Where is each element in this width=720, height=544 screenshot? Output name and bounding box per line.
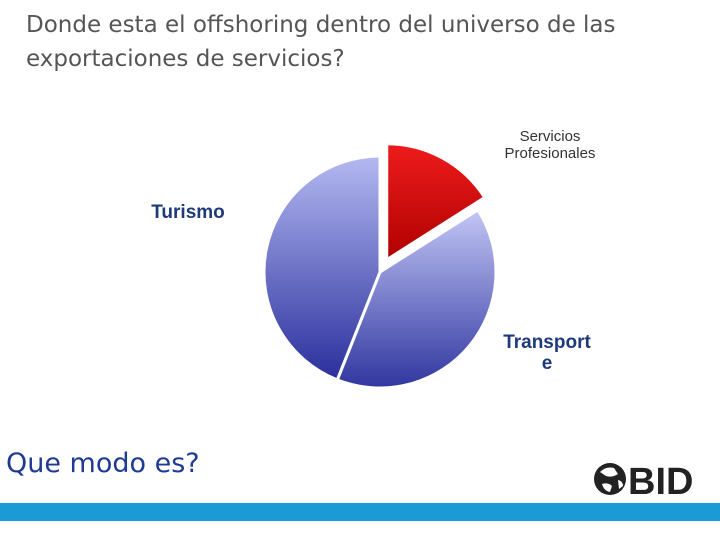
subtitle: Que modo es? — [6, 448, 200, 479]
pie-slice-servicios-profesionales — [385, 142, 487, 263]
globe-icon — [594, 463, 626, 495]
bottom-accent-bar — [0, 503, 720, 521]
slide-title: Donde esta el offshoring dentro del univ… — [26, 8, 706, 76]
slide-title-line-2: exportaciones de servicios? — [26, 46, 345, 72]
pie-slice-turismo — [262, 154, 382, 382]
pie-label-transport-e: Transport e — [503, 332, 591, 374]
pie-label-turismo: Turismo — [151, 202, 225, 223]
pie-slice-transport-e — [335, 207, 498, 390]
bid-logo: BID — [594, 461, 693, 500]
bid-logo-text: BID — [628, 461, 693, 500]
slide-title-line-1: Donde esta el offshoring dentro del univ… — [26, 12, 616, 38]
pie-label-servicios-profesionales: Servicios Profesionales — [505, 128, 596, 162]
